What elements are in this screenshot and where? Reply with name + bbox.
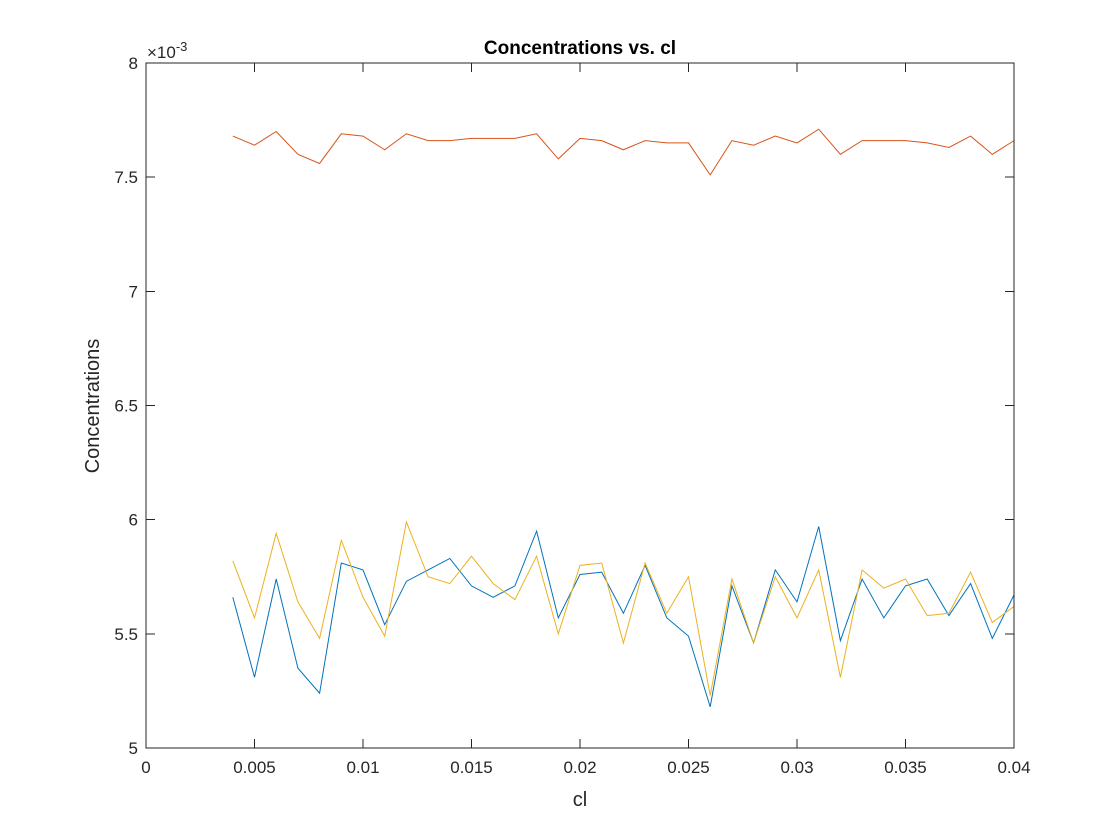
x-tick-label: 0.005 bbox=[233, 758, 276, 777]
y-exponent-base: ×10 bbox=[147, 43, 176, 62]
x-tick-label: 0 bbox=[141, 758, 150, 777]
series-line-2 bbox=[232, 128, 1015, 176]
series-line-1 bbox=[232, 526, 1015, 708]
y-tick-label: 6.5 bbox=[114, 397, 138, 416]
x-tick-label: 0.03 bbox=[780, 758, 813, 777]
series-layer bbox=[232, 128, 1015, 708]
y-ticks: 5 5.5 6 6.5 7 7.5 8 bbox=[114, 54, 1014, 758]
y-tick-label: 8 bbox=[129, 54, 138, 73]
plot-area bbox=[146, 63, 1014, 748]
y-tick-label: 6 bbox=[129, 511, 138, 530]
x-tick-label: 0.01 bbox=[346, 758, 379, 777]
series-line-3 bbox=[232, 520, 1015, 696]
y-tick-label: 7 bbox=[129, 282, 138, 301]
y-tick-label: 5.5 bbox=[114, 625, 138, 644]
y-exponent-power: -3 bbox=[176, 39, 188, 54]
x-tick-label: 0.04 bbox=[997, 758, 1030, 777]
x-tick-label: 0.02 bbox=[563, 758, 596, 777]
x-tick-label: 0.035 bbox=[884, 758, 927, 777]
y-tick-label: 5 bbox=[129, 739, 138, 758]
x-axis-label: cl bbox=[573, 789, 587, 811]
chart-title: Concentrations vs. cl bbox=[484, 38, 676, 59]
y-tick-label: 7.5 bbox=[114, 168, 138, 187]
y-axis-label: Concentrations bbox=[82, 339, 104, 474]
x-ticks: 0 0.005 0.01 0.015 0.02 0.025 0.03 0.035 0.04 bbox=[141, 63, 1031, 777]
y-exponent-label: ×10-3 bbox=[147, 39, 187, 62]
plot-background bbox=[146, 63, 1014, 748]
x-tick-label: 0.025 bbox=[667, 758, 710, 777]
x-tick-label: 0.015 bbox=[450, 758, 493, 777]
